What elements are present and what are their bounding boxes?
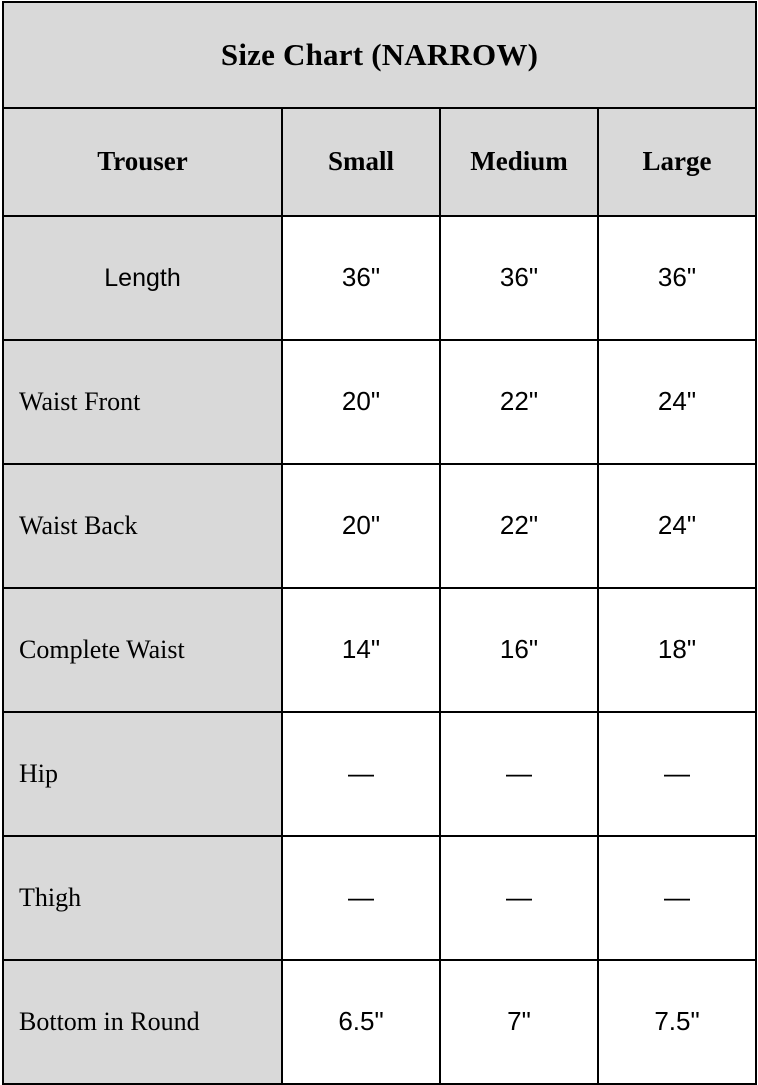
row-value-large: —: [596, 835, 758, 961]
column-header-label: Trouser: [97, 146, 188, 177]
table-row: Waist Front 20" 22" 24": [2, 339, 758, 465]
row-value-small: 14": [281, 587, 441, 713]
row-label: Waist Front: [2, 339, 283, 465]
row-value-medium: 22": [439, 339, 599, 465]
row-value-medium: 16": [439, 587, 599, 713]
column-header-large: Large: [596, 107, 758, 217]
row-value-large: 18": [596, 587, 758, 713]
chart-title-row: Size Chart (NARROW): [1, 1, 758, 109]
row-value-small: 20": [281, 339, 441, 465]
table-row: Bottom in Round 6.5" 7" 7.5": [2, 959, 758, 1085]
row-value-medium: 22": [439, 463, 599, 589]
table-row: Hip — — —: [2, 711, 758, 837]
row-value-medium: —: [439, 835, 599, 961]
row-value-large: 24": [596, 463, 758, 589]
row-value-medium: —: [439, 711, 599, 837]
table-row: Thigh — — —: [2, 835, 758, 961]
row-value-large: 7.5": [596, 959, 758, 1085]
row-value-small: —: [281, 835, 441, 961]
page-title: Size Chart (NARROW): [220, 36, 539, 72]
chart-title-cell: Size Chart (NARROW): [1, 1, 758, 109]
table-row: Complete Waist 14" 16" 18": [2, 587, 758, 713]
row-label: Bottom in Round: [2, 959, 283, 1085]
row-label: Waist Back: [2, 463, 283, 589]
table-row: Waist Back 20" 22" 24": [2, 463, 758, 589]
row-label: Complete Waist: [2, 587, 283, 713]
column-header-label: Small: [327, 146, 394, 177]
row-value-small: 36": [281, 215, 441, 341]
row-value-small: —: [281, 711, 441, 837]
column-header-medium: Medium: [439, 107, 599, 217]
row-value-small: 6.5": [281, 959, 441, 1085]
column-header-small: Small: [281, 107, 441, 217]
column-header-trouser: Trouser: [2, 107, 283, 217]
row-value-small: 20": [281, 463, 441, 589]
row-value-medium: 36": [439, 215, 599, 341]
row-label: Length: [2, 215, 283, 341]
row-value-large: 36": [596, 215, 758, 341]
table-row: Length 36" 36" 36": [2, 215, 758, 341]
row-label: Thigh: [2, 835, 283, 961]
row-label: Hip: [2, 711, 283, 837]
table-header-row: Trouser Small Medium Large: [2, 107, 758, 217]
column-header-label: Large: [642, 146, 712, 177]
row-value-large: 24": [596, 339, 758, 465]
row-value-medium: 7": [439, 959, 599, 1085]
column-header-label: Medium: [470, 146, 568, 177]
row-value-large: —: [596, 711, 758, 837]
